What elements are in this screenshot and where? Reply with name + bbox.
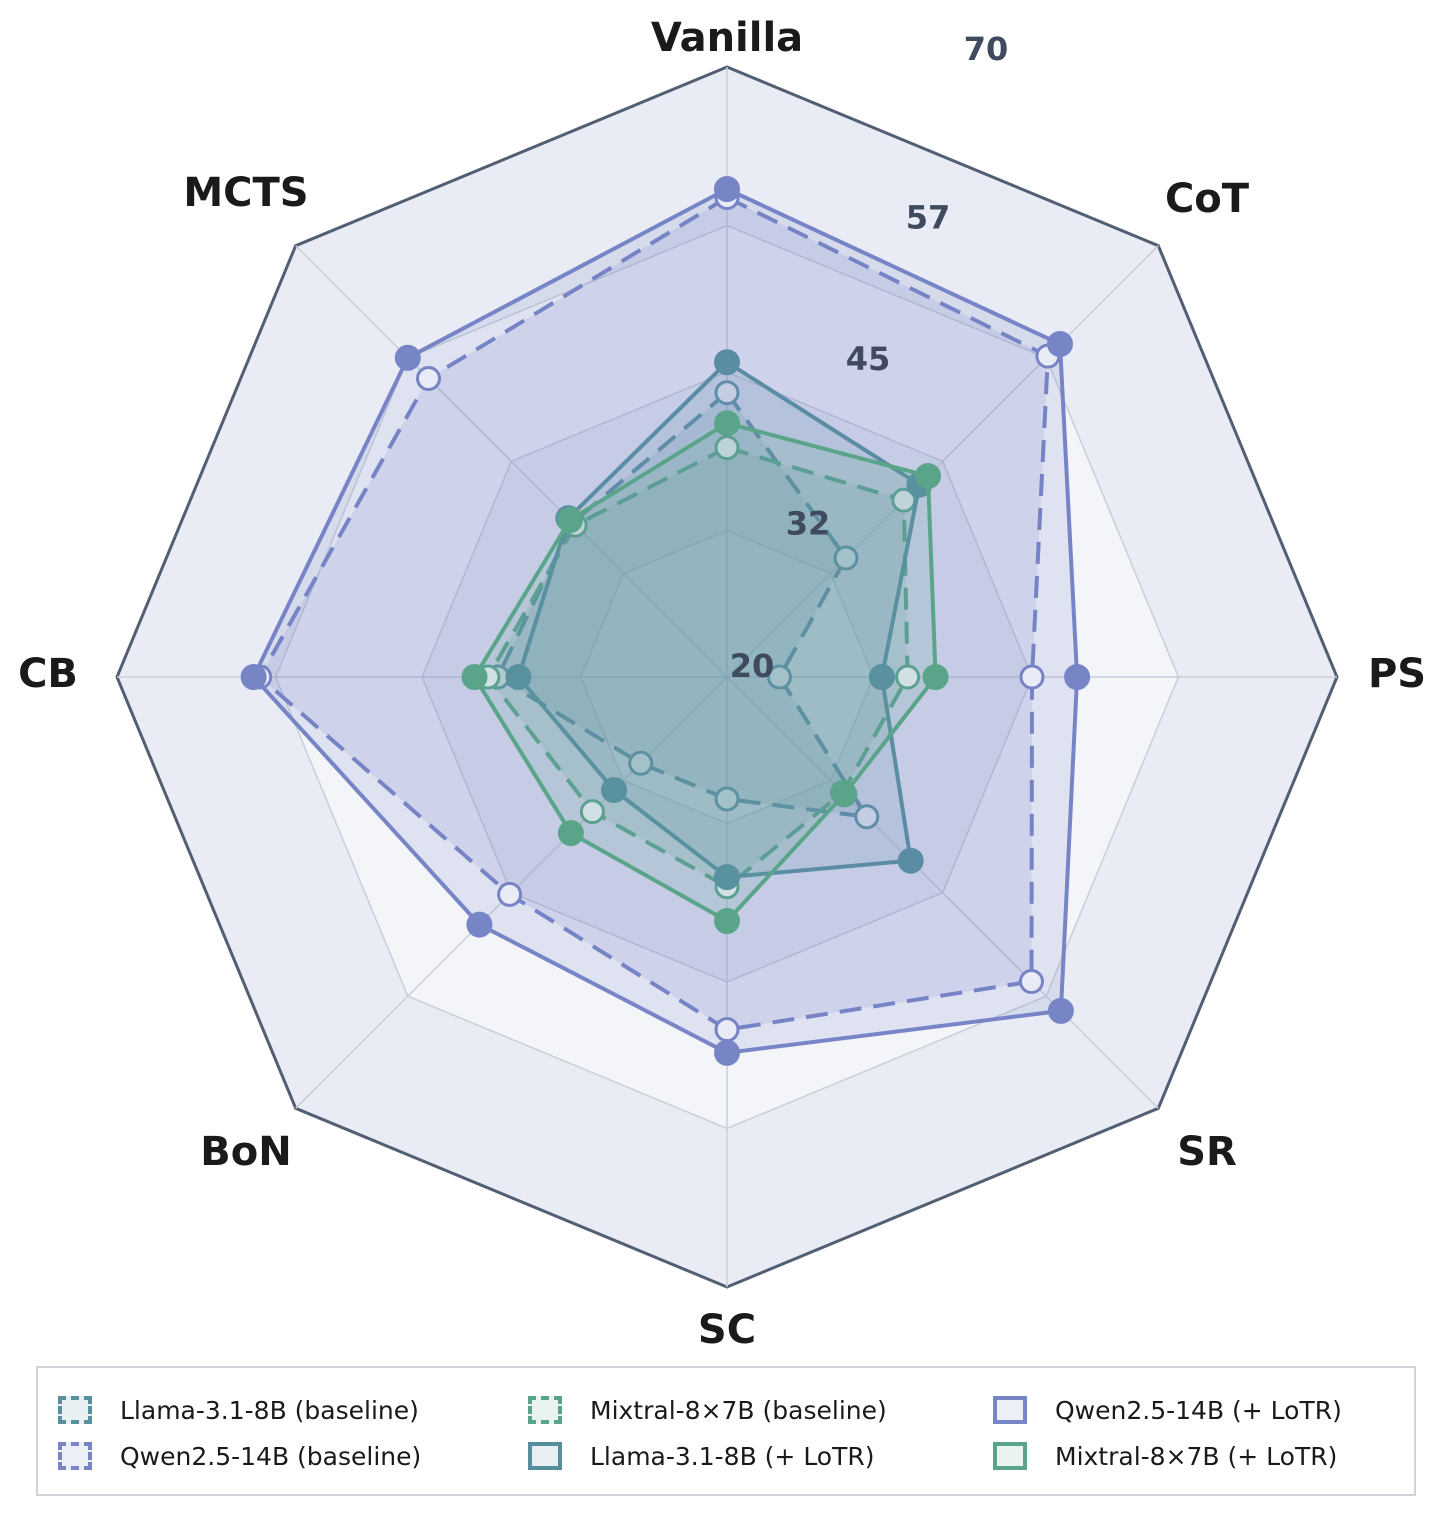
data-point <box>601 777 627 803</box>
series-area <box>259 197 1048 1030</box>
tick-label: 70 <box>964 30 1009 68</box>
legend-item: Qwen2.5-14B (+ LoTR) <box>993 1388 1342 1432</box>
data-point <box>714 1039 740 1066</box>
data-point <box>714 435 740 461</box>
data-point <box>897 847 924 874</box>
legend-item: Qwen2.5-14B (baseline) <box>58 1434 421 1478</box>
data-point <box>714 908 740 934</box>
data-point <box>915 463 941 489</box>
legend-item: Mixtral-8×7B (+ LoTR) <box>993 1434 1337 1478</box>
axis-label: SR <box>1177 1129 1237 1175</box>
radar-labels: 20 32 45 57 70 Vanilla CoT PS SR SC BoN CB MCTS <box>18 15 1426 1353</box>
data-point <box>714 786 740 812</box>
legend-label: Llama-3.1-8B (baseline) <box>120 1395 419 1425</box>
series-5 <box>461 410 949 934</box>
data-point <box>714 349 740 376</box>
legend-item: Llama-3.1-8B (baseline) <box>58 1388 419 1432</box>
data-point <box>714 176 740 202</box>
data-point <box>579 799 605 825</box>
data-point <box>1064 664 1091 690</box>
radar-chart: 20 32 45 57 70 Vanilla CoT PS SR SC BoN CB MCTS <box>18 15 1426 1353</box>
legend-swatch <box>993 1442 1027 1470</box>
data-point <box>394 344 421 371</box>
legend: Llama-3.1-8B (baseline) Mixtral-8×7B (bas… <box>36 1366 1416 1496</box>
legend-label: Llama-3.1-8B (+ LoTR) <box>590 1441 875 1471</box>
data-point <box>854 804 880 830</box>
axis-label: PS <box>1368 651 1426 697</box>
series-area <box>474 423 936 921</box>
data-point <box>833 545 859 571</box>
legend-swatch <box>528 1442 562 1470</box>
tick-label: 32 <box>786 505 831 543</box>
data-point <box>714 864 740 891</box>
data-point <box>628 750 654 776</box>
series-line <box>495 390 869 819</box>
data-point <box>497 881 523 907</box>
legend-swatch <box>993 1396 1027 1424</box>
data-point <box>505 664 532 690</box>
data-point <box>1019 969 1044 994</box>
data-point <box>1047 331 1073 357</box>
tick-label: 20 <box>730 647 775 685</box>
legend-label: Mixtral-8×7B (baseline) <box>590 1395 887 1425</box>
series-layer <box>240 176 1091 1066</box>
data-point <box>466 911 493 938</box>
legend-item: Mixtral-8×7B (baseline) <box>528 1388 887 1432</box>
axis-label: SC <box>698 1307 756 1353</box>
axis-label: Vanilla <box>651 15 803 61</box>
data-point <box>714 410 740 437</box>
axis-spoke <box>295 245 728 678</box>
data-point <box>557 507 583 533</box>
series-area <box>487 447 908 887</box>
series-4 <box>240 176 1091 1066</box>
axis-label: MCTS <box>183 170 308 216</box>
data-point <box>1019 664 1045 690</box>
data-point <box>461 664 488 690</box>
axis-label: CoT <box>1165 176 1250 222</box>
axis-spoke <box>726 245 1159 678</box>
legend-label: Mixtral-8×7B (+ LoTR) <box>1055 1441 1338 1471</box>
data-point <box>557 820 584 847</box>
axis-label: CB <box>18 651 78 697</box>
data-point <box>922 664 949 690</box>
data-point <box>767 664 792 690</box>
series-area <box>497 392 867 817</box>
tick-label: 57 <box>906 199 951 237</box>
axis-label: BoN <box>200 1129 291 1175</box>
legend-item: Llama-3.1-8B (+ LoTR) <box>528 1434 875 1478</box>
data-point <box>240 664 267 690</box>
data-point <box>416 366 441 391</box>
series-area <box>253 189 1078 1053</box>
axis-spoke <box>726 676 1159 1109</box>
legend-label: Qwen2.5-14B (baseline) <box>120 1441 422 1471</box>
data-point <box>868 664 895 690</box>
data-point <box>714 380 740 406</box>
data-point <box>1047 997 1074 1024</box>
legend-swatch <box>58 1442 92 1470</box>
legend-label: Qwen2.5-14B (+ LoTR) <box>1055 1395 1342 1425</box>
data-point <box>831 781 858 808</box>
legend-swatch <box>58 1396 92 1424</box>
tick-label: 45 <box>846 340 891 378</box>
legend-swatch <box>528 1396 562 1424</box>
data-point <box>895 664 921 690</box>
